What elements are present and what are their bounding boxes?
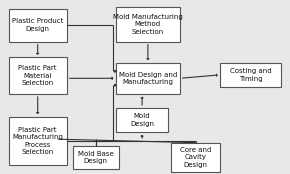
FancyBboxPatch shape xyxy=(171,143,220,172)
Text: Plastic Part
Material
Selection: Plastic Part Material Selection xyxy=(19,65,57,86)
FancyBboxPatch shape xyxy=(9,57,67,94)
FancyBboxPatch shape xyxy=(9,117,67,165)
Text: Mold Design and
Manufacturing: Mold Design and Manufacturing xyxy=(119,72,177,85)
Text: Costing and
Timing: Costing and Timing xyxy=(230,68,272,82)
Text: Mold Manufacturing
Method
Selection: Mold Manufacturing Method Selection xyxy=(113,14,183,35)
Text: Mold Base
Design: Mold Base Design xyxy=(78,151,114,164)
Text: Plastic Product
Design: Plastic Product Design xyxy=(12,18,64,32)
Text: Mold
Design: Mold Design xyxy=(130,113,154,127)
FancyBboxPatch shape xyxy=(9,9,67,42)
FancyBboxPatch shape xyxy=(72,146,119,169)
FancyBboxPatch shape xyxy=(116,7,180,42)
Text: Plastic Part
Manufacturing
Process
Selection: Plastic Part Manufacturing Process Selec… xyxy=(12,127,63,155)
FancyBboxPatch shape xyxy=(116,108,168,132)
Text: Core and
Cavity
Design: Core and Cavity Design xyxy=(180,147,211,168)
FancyBboxPatch shape xyxy=(220,63,281,87)
FancyBboxPatch shape xyxy=(116,63,180,94)
